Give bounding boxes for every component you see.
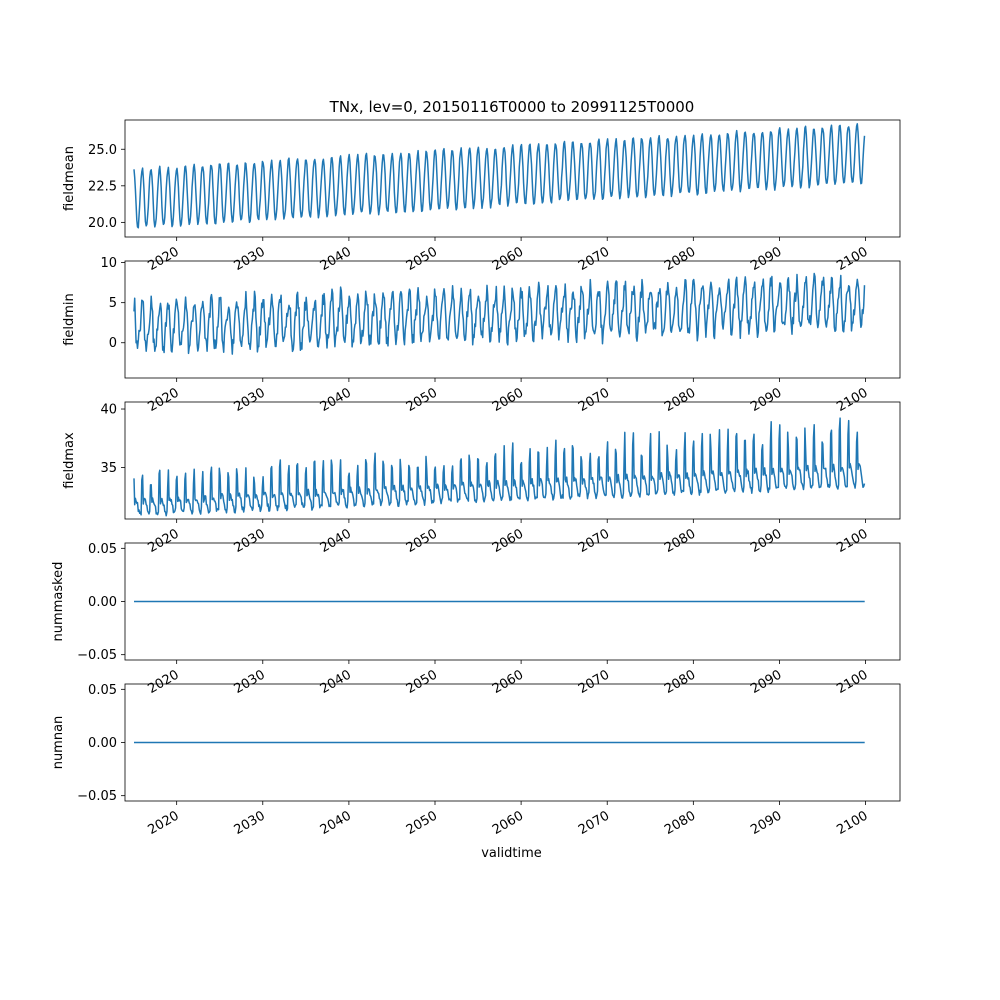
y-tick-label: 22.5	[88, 179, 117, 194]
y-tick-label: 25.0	[88, 143, 117, 158]
y-axis-label: fieldmax	[62, 432, 77, 489]
axes-frame	[124, 119, 901, 238]
axes-frame	[124, 401, 901, 520]
y-tick-label: 0	[109, 336, 117, 351]
y-tick-label: 0.00	[88, 595, 117, 610]
series-line-fieldmean	[133, 123, 866, 229]
y-tick-label: 0.05	[88, 683, 117, 698]
y-tick-label: 5	[109, 296, 117, 311]
y-tick-label: 40	[100, 403, 117, 418]
y-tick-label: 35	[100, 461, 117, 476]
y-axis-label: nummasked	[51, 562, 66, 642]
x-axis-label: validtime	[481, 846, 542, 861]
figure-title: TNx, lev=0, 20150116T0000 to 20991125T00…	[329, 98, 695, 116]
y-tick-label: 0.05	[88, 542, 117, 557]
y-tick-label: −0.05	[77, 648, 117, 663]
y-tick-label: −0.05	[77, 789, 117, 804]
y-tick-label: 10	[100, 256, 117, 271]
series-line-fieldmin	[133, 272, 866, 355]
axes-frame	[124, 260, 901, 379]
y-axis-label: fieldmean	[62, 146, 77, 211]
y-axis-label: fieldmin	[62, 293, 77, 346]
y-tick-label: 0.00	[88, 736, 117, 751]
series-line-fieldmax	[133, 417, 866, 517]
y-axis-label: numnan	[51, 716, 66, 770]
y-tick-label: 20.0	[88, 216, 117, 231]
